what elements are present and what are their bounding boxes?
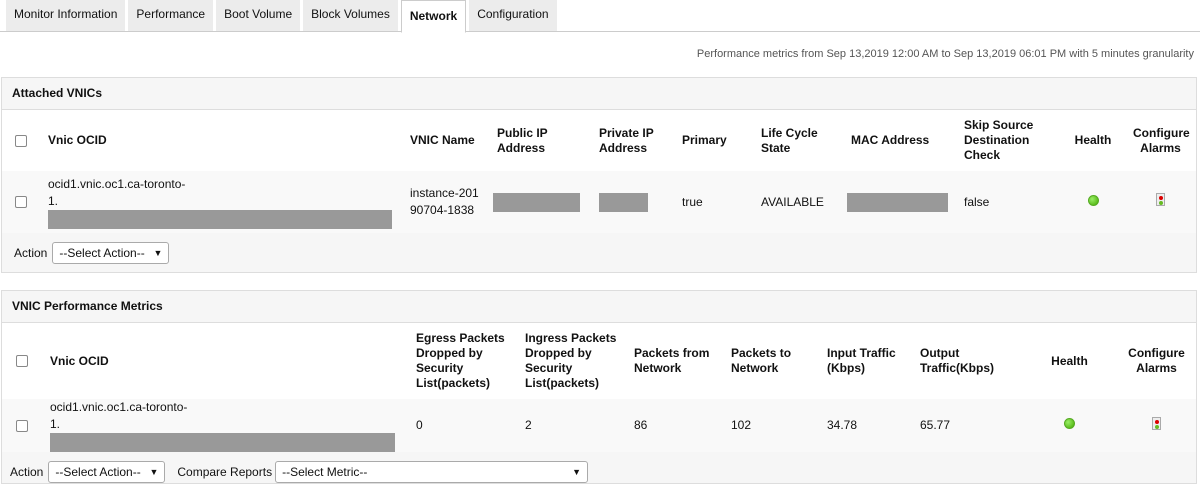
ingress-dropped: 2 [525, 418, 532, 432]
action-select[interactable]: --Select Action-- ▼ [48, 461, 166, 483]
tab-configuration[interactable]: Configuration [469, 0, 557, 31]
tab-monitor-information[interactable]: Monitor Information [6, 0, 126, 31]
col-header: Input Traffic (Kbps) [827, 346, 896, 375]
input-traffic: 34.78 [827, 418, 858, 432]
col-header: Public IP Address [497, 125, 548, 155]
primary-value: true [682, 194, 703, 209]
table-row: ocid1.vnic.oc1.ca-toronto- 1. instance-20… [2, 171, 1196, 233]
redacted-value [48, 209, 392, 229]
vnic-name: instance-20190704-1838 [410, 186, 479, 217]
vnic-metrics-panel: VNIC Performance Metrics Vnic OCID Egres… [1, 290, 1197, 484]
action-label: Action [10, 465, 44, 479]
col-header: VNIC Name [410, 133, 475, 147]
select-all-checkbox[interactable] [15, 134, 27, 147]
table-header-row: Vnic OCID Egress Packets Dropped by Secu… [2, 323, 1196, 399]
col-header: Ingress Packets Dropped by Security List… [525, 331, 617, 390]
vnic-metrics-table: Vnic OCID Egress Packets Dropped by Secu… [2, 323, 1196, 452]
health-green-icon [1064, 418, 1075, 429]
metric-select[interactable]: --Select Metric-- ▼ [275, 461, 589, 483]
redacted-private-ip [599, 192, 648, 212]
col-header: MAC Address [851, 133, 930, 147]
output-traffic: 65.77 [920, 418, 951, 432]
redacted-value [50, 433, 395, 452]
select-all-checkbox[interactable] [16, 355, 28, 368]
tab-block-volumes[interactable]: Block Volumes [303, 0, 398, 31]
tab-bar: Monitor Information Performance Boot Vol… [0, 0, 1200, 33]
traffic-light-alarm-icon[interactable] [1152, 416, 1161, 430]
tab-performance[interactable]: Performance [128, 0, 214, 31]
row-checkbox[interactable] [16, 419, 28, 432]
action-select-value: --Select Action-- [59, 246, 145, 260]
attached-vnics-table: Vnic OCID VNIC Name Public IP Address Pr… [2, 110, 1196, 233]
traffic-light-alarm-icon[interactable] [1156, 193, 1165, 206]
dropdown-arrow-icon: ▼ [149, 467, 159, 477]
panel-title: Attached VNICs [2, 78, 1196, 110]
action-label: Action [14, 246, 48, 260]
table-header-row: Vnic OCID VNIC Name Public IP Address Pr… [2, 110, 1196, 171]
vnic-ocid-suffix: 1. [50, 417, 61, 431]
col-header: Skip Source Destination Check [964, 118, 1034, 162]
col-header: Packets from Network [634, 346, 710, 375]
packets-to: 102 [731, 418, 752, 432]
action-select-value: --Select Action-- [55, 465, 141, 479]
col-header: Vnic OCID [48, 133, 107, 147]
vnic-ocid: ocid1.vnic.oc1.ca-toronto- [50, 400, 188, 414]
col-header: Life Cycle State [761, 125, 818, 155]
vnic-ocid-suffix: 1. [48, 193, 59, 208]
metrics-range-note: Performance metrics from Sep 13,2019 12:… [696, 48, 1194, 60]
compare-reports-label: Compare Reports [177, 465, 273, 479]
col-header: Private IP Address [599, 125, 654, 155]
col-header: Egress Packets Dropped by Security List(… [416, 331, 505, 390]
metric-select-value: --Select Metric-- [282, 465, 368, 479]
attached-vnics-panel: Attached VNICs Vnic OCID VNIC Name Publi… [1, 77, 1197, 273]
col-header: Configure Alarms [1133, 125, 1190, 155]
col-header: Primary [682, 133, 727, 147]
lifecycle-state: AVAILABLE [761, 194, 824, 209]
vnic-ocid: ocid1.vnic.oc1.ca-toronto- [48, 176, 186, 191]
action-bar: Action --Select Action-- ▼ [2, 233, 1196, 273]
action-select[interactable]: --Select Action-- ▼ [52, 242, 170, 264]
action-bar: Action --Select Action-- ▼ Compare Report… [2, 452, 1196, 492]
egress-dropped: 0 [416, 418, 423, 432]
col-header: Output Traffic(Kbps) [920, 346, 995, 375]
col-header: Health [1074, 133, 1112, 147]
panel-title: VNIC Performance Metrics [2, 291, 1196, 323]
col-header: Configure Alarms [1128, 346, 1185, 375]
col-header: Health [1051, 353, 1088, 368]
table-row: ocid1.vnic.oc1.ca-toronto- 1. 0 2 86 102 … [2, 399, 1196, 452]
col-header: Vnic OCID [50, 353, 109, 368]
dropdown-arrow-icon: ▼ [572, 467, 582, 477]
tab-network[interactable]: Network [400, 0, 467, 33]
redacted-public-ip [493, 192, 580, 212]
skip-check-value: false [964, 194, 990, 209]
health-green-icon [1087, 194, 1099, 206]
redacted-mac [847, 192, 948, 212]
col-header: Packets to Network [731, 346, 792, 375]
packets-from: 86 [634, 418, 648, 432]
tab-boot-volume[interactable]: Boot Volume [216, 0, 301, 31]
dropdown-arrow-icon: ▼ [153, 248, 163, 258]
row-checkbox[interactable] [15, 196, 27, 209]
